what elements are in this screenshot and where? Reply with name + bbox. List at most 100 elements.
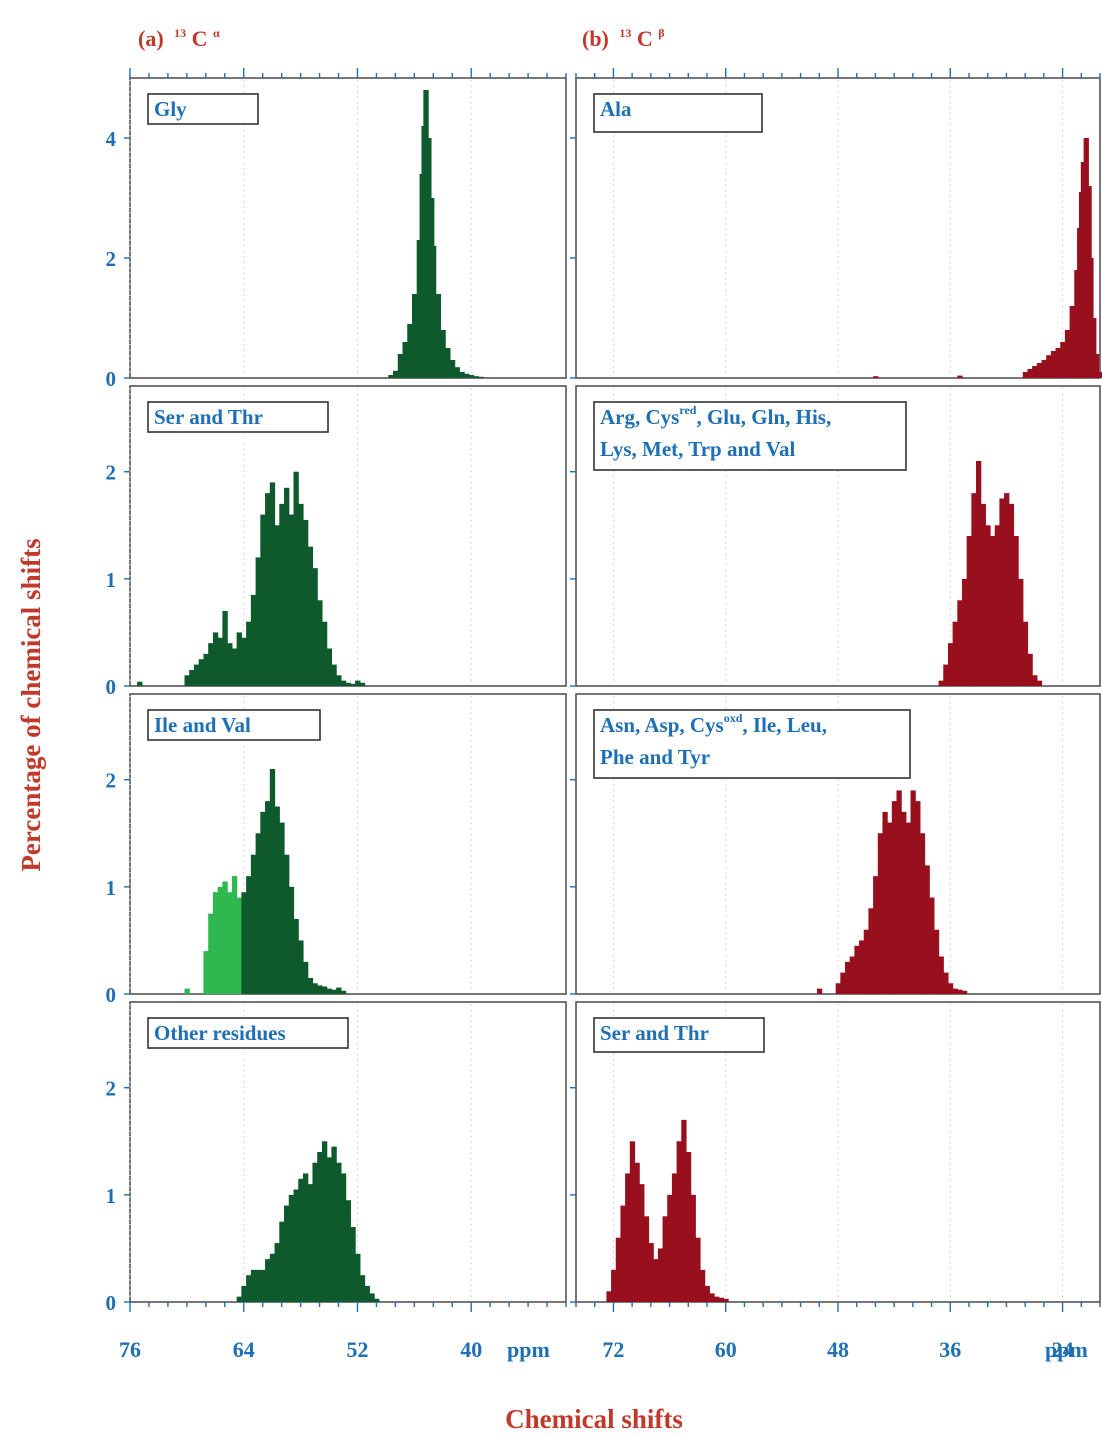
histogram-bar — [331, 989, 337, 994]
histogram-bar — [246, 1275, 252, 1302]
histogram-bar — [246, 621, 252, 686]
histogram-bar — [236, 897, 242, 994]
histogram-bar — [208, 643, 214, 686]
histogram-bar — [910, 790, 916, 994]
histogram-bar — [340, 990, 347, 994]
histogram-bar — [279, 1221, 285, 1302]
histogram-bar — [1091, 318, 1097, 378]
column-b-title: (b) 13 C β — [582, 17, 665, 51]
y-tick-label: 1 — [106, 1184, 117, 1208]
histogram-bar — [265, 801, 271, 994]
histogram-bar — [933, 929, 940, 994]
histogram-bar — [606, 1291, 612, 1302]
histogram-bar — [260, 1269, 266, 1302]
histogram-bar — [882, 811, 888, 994]
histogram-bar — [1055, 348, 1061, 378]
histogram-series — [241, 769, 347, 994]
histogram-bar — [877, 833, 884, 994]
histogram-bar — [336, 987, 342, 994]
histogram-bar — [863, 929, 870, 994]
histogram-bar — [1041, 360, 1047, 378]
panel-label-part: Phe and Tyr — [600, 745, 710, 769]
histogram-bar — [1032, 366, 1038, 378]
y-axis-title: Percentage of chemical shifts — [16, 538, 46, 871]
histogram-bar — [929, 897, 935, 994]
panel-label-part: Gly — [154, 97, 187, 121]
y-tick-label: 2 — [106, 461, 117, 485]
histogram-bar — [1097, 372, 1102, 378]
histogram-bar — [1050, 351, 1057, 378]
histogram-bar — [957, 600, 963, 686]
panel-label-box — [147, 1017, 349, 1049]
histogram-bar — [976, 461, 982, 686]
histogram-bar — [321, 1141, 328, 1302]
histogram-bar — [293, 1189, 299, 1302]
histogram-bar — [274, 806, 280, 994]
histogram-bar — [468, 375, 475, 378]
histogram-bar — [901, 811, 907, 994]
histogram-bar — [454, 367, 460, 378]
histogram-bar — [938, 956, 944, 994]
panel-label-box — [147, 709, 321, 741]
panel-label-superscript: oxd — [724, 711, 743, 725]
panel-frame — [129, 77, 567, 379]
x-tick-label: 52 — [346, 1337, 368, 1362]
panel-label-part: Ala — [600, 97, 632, 121]
panel-a-3: 0 1 2 76 64 52 40 Other residues — [106, 1001, 567, 1362]
panel-frame — [129, 385, 567, 687]
histogram-bar — [397, 354, 404, 378]
histogram-bar — [355, 680, 361, 686]
x-tick-label: 40 — [460, 1337, 482, 1362]
panel-a-0: 0 2 4 Gly — [106, 68, 567, 391]
histogram-bar — [336, 675, 342, 686]
histogram-bar — [293, 471, 299, 686]
histogram-bar — [426, 138, 432, 378]
histogram-bar — [227, 892, 233, 994]
histogram-bar — [714, 1296, 720, 1302]
column-a-title: (a) 13 C α — [138, 17, 220, 51]
y-tick-label: 2 — [106, 1077, 117, 1101]
histogram-series — [236, 1141, 380, 1302]
x-tick-label: 64 — [233, 1337, 255, 1362]
histogram-bar — [1064, 330, 1071, 378]
histogram-bar — [662, 1216, 668, 1302]
histogram-bar — [359, 682, 366, 686]
histogram-bar — [227, 643, 233, 686]
column-a-x-unit: ppm — [507, 1337, 550, 1362]
histogram-bar — [364, 1285, 370, 1302]
histogram-series — [137, 471, 366, 686]
histogram-bar — [690, 1194, 696, 1302]
histogram-bar — [873, 876, 879, 994]
histogram-bar — [250, 594, 257, 686]
histogram-bar — [639, 1184, 645, 1302]
histogram-bar — [274, 1243, 280, 1302]
column-b-x-unit: ppm — [1045, 1337, 1088, 1362]
panel-label: Ala — [600, 97, 632, 121]
panel-b-2: Asn, Asp, Cysoxd, Ile, Leu, Phe and Tyr — [570, 693, 1101, 995]
histogram-bar — [905, 822, 912, 994]
histogram-bar — [445, 348, 451, 378]
histogram-bar — [1018, 578, 1024, 686]
panel-label: Phe and Tyr — [600, 745, 710, 769]
histogram-bar — [298, 1178, 304, 1302]
panel-frame — [129, 693, 567, 995]
histogram-bar — [222, 881, 228, 994]
histogram-bar — [326, 1157, 333, 1302]
histogram-bar — [236, 632, 242, 686]
panel-label: Asn, Asp, Cysoxd, Ile, Leu, — [600, 711, 827, 737]
histogram-bar — [269, 482, 276, 686]
histogram-bar — [345, 682, 351, 686]
x-tick-label: 72 — [602, 1337, 624, 1362]
histogram-series — [388, 90, 484, 378]
histogram-bar — [695, 1237, 701, 1302]
histogram-bar — [1093, 354, 1100, 378]
histogram-bar — [312, 983, 318, 994]
histogram-bar — [279, 503, 285, 686]
histogram-bar — [718, 1297, 724, 1302]
histogram-bar — [859, 940, 865, 994]
histogram-bar — [208, 913, 214, 994]
histogram-bar — [184, 675, 190, 686]
histogram-bar — [709, 1293, 715, 1302]
panel-label-part: , Glu, Gln, His, — [696, 405, 831, 429]
